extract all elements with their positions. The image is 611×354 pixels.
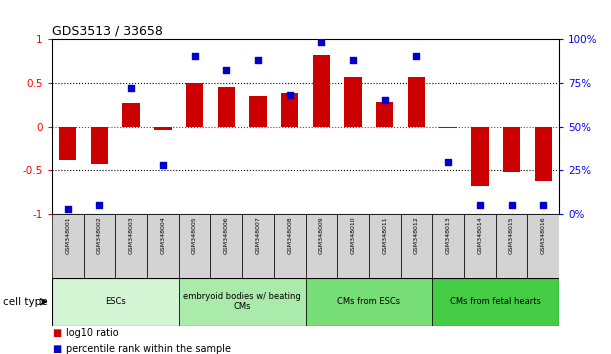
Text: GDS3513 / 33658: GDS3513 / 33658 xyxy=(52,25,163,38)
Point xyxy=(158,162,168,168)
Text: GSM348009: GSM348009 xyxy=(319,216,324,254)
Text: GSM348011: GSM348011 xyxy=(382,216,387,254)
Bar xyxy=(313,55,330,127)
Text: GSM348013: GSM348013 xyxy=(445,216,451,254)
Bar xyxy=(408,76,425,127)
Text: GSM348015: GSM348015 xyxy=(509,216,514,254)
Text: ■: ■ xyxy=(52,328,61,338)
Bar xyxy=(52,214,84,278)
Text: GSM348016: GSM348016 xyxy=(541,216,546,254)
Bar xyxy=(376,102,393,127)
Point xyxy=(475,202,485,208)
Point xyxy=(63,206,73,212)
Text: GSM348003: GSM348003 xyxy=(129,216,134,254)
Bar xyxy=(337,214,369,278)
Text: CMs from fetal hearts: CMs from fetal hearts xyxy=(450,297,541,306)
Point xyxy=(253,57,263,63)
Text: GSM348004: GSM348004 xyxy=(160,216,166,254)
Point xyxy=(507,202,516,208)
Bar xyxy=(281,93,298,127)
Point xyxy=(538,202,548,208)
Point xyxy=(221,68,231,73)
Bar xyxy=(535,127,552,181)
Text: GSM348008: GSM348008 xyxy=(287,216,292,254)
Bar xyxy=(210,214,242,278)
Bar xyxy=(306,214,337,278)
Bar xyxy=(179,278,306,326)
Text: GSM348007: GSM348007 xyxy=(255,216,260,254)
Text: GSM348012: GSM348012 xyxy=(414,216,419,254)
Point xyxy=(348,57,358,63)
Text: GSM348010: GSM348010 xyxy=(351,216,356,254)
Bar xyxy=(242,214,274,278)
Point xyxy=(316,40,326,45)
Text: GSM348006: GSM348006 xyxy=(224,216,229,254)
Point xyxy=(443,159,453,164)
Bar xyxy=(464,214,496,278)
Bar xyxy=(527,214,559,278)
Bar xyxy=(249,96,266,127)
Bar xyxy=(401,214,433,278)
Bar xyxy=(115,214,147,278)
Bar xyxy=(147,214,179,278)
Bar xyxy=(306,278,433,326)
Bar xyxy=(496,214,527,278)
Text: GSM348014: GSM348014 xyxy=(477,216,482,254)
Bar xyxy=(59,127,76,160)
Bar xyxy=(439,127,457,128)
Point xyxy=(285,92,295,98)
Bar xyxy=(218,87,235,127)
Point xyxy=(412,53,422,59)
Point xyxy=(126,85,136,91)
Bar xyxy=(122,103,140,127)
Text: ■: ■ xyxy=(52,344,61,354)
Bar xyxy=(503,127,520,172)
Bar xyxy=(471,127,489,186)
Text: GSM348001: GSM348001 xyxy=(65,216,70,254)
Bar xyxy=(186,83,203,127)
Bar xyxy=(369,214,401,278)
Bar xyxy=(91,127,108,164)
Bar xyxy=(274,214,306,278)
Bar xyxy=(52,278,179,326)
Bar xyxy=(433,278,559,326)
Text: ESCs: ESCs xyxy=(105,297,126,306)
Bar xyxy=(433,214,464,278)
Point xyxy=(95,202,104,208)
Point xyxy=(189,53,199,59)
Text: CMs from ESCs: CMs from ESCs xyxy=(337,297,400,306)
Point xyxy=(380,97,390,103)
Text: cell type: cell type xyxy=(3,297,48,307)
Bar xyxy=(179,214,210,278)
Text: GSM348005: GSM348005 xyxy=(192,216,197,254)
Text: log10 ratio: log10 ratio xyxy=(66,328,119,338)
Bar xyxy=(84,214,115,278)
Text: embryoid bodies w/ beating
CMs: embryoid bodies w/ beating CMs xyxy=(183,292,301,312)
Text: percentile rank within the sample: percentile rank within the sample xyxy=(66,344,231,354)
Bar xyxy=(345,76,362,127)
Text: GSM348002: GSM348002 xyxy=(97,216,102,254)
Bar xyxy=(154,127,172,130)
